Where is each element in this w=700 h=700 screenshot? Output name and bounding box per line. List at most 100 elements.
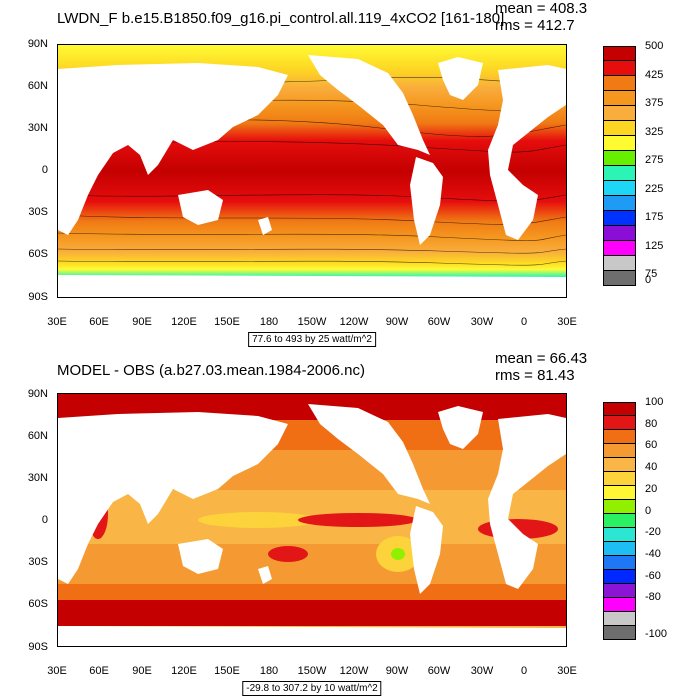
top-lon-tick: 60W — [427, 316, 451, 328]
bottom-map-field — [58, 394, 566, 646]
bottom-lon-tick: 90W — [385, 665, 409, 677]
bottom-map-rms: rms = 81.43 — [495, 367, 575, 384]
colorbar-swatch — [603, 61, 636, 76]
colorbar-label: 375 — [645, 97, 664, 109]
bottom-lat-tick: 0 — [41, 514, 48, 526]
colorbar-swatch — [603, 542, 636, 556]
top-lon-tick: 0 — [520, 316, 528, 328]
colorbar-label: -20 — [645, 526, 661, 539]
colorbar-label: 0 — [645, 274, 652, 286]
colorbar-label: -100 — [645, 628, 668, 640]
top-colorbar — [603, 46, 636, 286]
colorbar-label: -80 — [645, 591, 661, 604]
bottom-map-title: MODEL - OBS (a.b27.03.mean.1984-2006.nc) — [57, 362, 365, 379]
colorbar-label: -60 — [645, 569, 661, 582]
top-map-rms: rms = 412.7 — [495, 17, 575, 34]
colorbar-label: 60 — [645, 439, 658, 452]
top-lon-tick: 30W — [470, 316, 494, 328]
colorbar-swatch — [603, 556, 636, 570]
colorbar-swatch — [603, 151, 636, 166]
colorbar-swatch — [603, 91, 636, 106]
top-lat-tick: 30S — [28, 206, 48, 218]
bottom-map-panel: MODEL - OBS (a.b27.03.mean.1984-2006.nc)… — [0, 350, 700, 700]
colorbar-swatch — [603, 514, 636, 528]
colorbar-swatch — [603, 584, 636, 598]
colorbar-label: 275 — [645, 154, 664, 166]
colorbar-swatch — [603, 106, 636, 121]
colorbar-swatch — [603, 626, 636, 640]
top-range-note: 77.6 to 493 by 25 watt/m^2 — [248, 332, 376, 347]
colorbar-swatch — [603, 430, 636, 444]
bottom-lon-tick: 30E — [557, 665, 577, 677]
bottom-lat-tick: 30N — [27, 472, 48, 484]
bottom-lat-tick: 90S — [28, 641, 48, 653]
top-lon-tick: 30E — [47, 316, 67, 328]
colorbar-label: 175 — [645, 211, 664, 223]
colorbar-label: 125 — [645, 239, 664, 252]
bottom-lon-tick: 180 — [259, 665, 279, 677]
bottom-lat-tick: 60N — [27, 430, 48, 442]
top-lon-tick: 90E — [132, 316, 152, 328]
bottom-lon-tick: 120W — [339, 665, 369, 677]
bottom-lat-tick: 90N — [27, 388, 48, 400]
top-map-panel: LWDN_F b.e15.B1850.f09_g16.pi_control.al… — [27, 0, 664, 347]
top-lat-tick: 90N — [27, 38, 48, 50]
top-lat-tick: 90S — [28, 291, 48, 303]
bottom-colorbar — [603, 402, 636, 640]
colorbar-label: 225 — [645, 182, 664, 195]
colorbar-label: 425 — [645, 68, 664, 81]
colorbar-swatch — [603, 166, 636, 181]
colorbar-swatch — [603, 241, 636, 256]
colorbar-swatch — [603, 472, 636, 486]
bottom-lon-tick: 30E — [47, 665, 67, 677]
top-lon-tick: 180 — [259, 316, 279, 328]
top-lon-tick: 120W — [339, 316, 369, 328]
colorbar-swatch — [603, 444, 636, 458]
colorbar-label: 20 — [645, 482, 658, 495]
bottom-map-plot-area — [57, 393, 567, 647]
colorbar-swatch — [603, 211, 636, 226]
colorbar-swatch — [603, 136, 636, 151]
bottom-map-land — [58, 404, 566, 646]
bottom-lon-tick: 60E — [89, 665, 109, 677]
colorbar-label: 75 — [645, 268, 658, 280]
colorbar-swatch — [603, 402, 636, 416]
top-lon-tick: 150W — [297, 316, 327, 328]
bottom-lat-tick: 30S — [28, 556, 48, 568]
bottom-lon-tick: 150E — [214, 665, 240, 677]
colorbar-swatch — [603, 76, 636, 91]
top-lon-tick: 90W — [385, 316, 409, 328]
bottom-lon-tick: 0 — [520, 665, 528, 677]
top-map-title: LWDN_F b.e15.B1850.f09_g16.pi_control.al… — [57, 10, 505, 27]
colorbar-label: 0 — [645, 504, 652, 517]
top-lon-tick: 120E — [171, 316, 197, 328]
top-lon-tick: 60E — [89, 316, 109, 328]
top-lat-tick: 60S — [28, 248, 48, 260]
bottom-lon-tick: 30W — [470, 665, 494, 677]
colorbar-label: 80 — [645, 417, 658, 430]
colorbar-swatch — [603, 612, 636, 626]
top-lat-tick: 0 — [41, 164, 48, 176]
bottom-lat-tick: 60S — [28, 598, 48, 610]
colorbar-swatch — [603, 256, 636, 271]
colorbar-swatch — [603, 570, 636, 584]
top-lon-tick: 30E — [557, 316, 577, 328]
colorbar-swatch — [603, 271, 636, 286]
bottom-lon-tick: 60W — [427, 665, 451, 677]
top-map-field — [58, 45, 566, 297]
top-lon-tick: 150E — [214, 316, 240, 328]
bottom-lon-tick: 150W — [297, 665, 327, 677]
top-lat-tick: 60N — [27, 80, 48, 92]
colorbar-label: 40 — [645, 461, 658, 474]
bottom-range-note: -29.8 to 307.2 by 10 watt/m^2 — [242, 681, 382, 696]
top-lat-tick: 30N — [27, 122, 48, 134]
colorbar-swatch — [603, 598, 636, 612]
colorbar-swatch — [603, 416, 636, 430]
bottom-map-mean: mean = 66.43 — [495, 350, 588, 367]
top-map-land — [58, 55, 566, 297]
top-map-mean: mean = 408.3 — [495, 0, 588, 17]
colorbar-label: 500 — [645, 40, 664, 52]
top-map-plot-area — [57, 44, 567, 298]
colorbar-swatch — [603, 46, 636, 61]
colorbar-swatch — [603, 486, 636, 500]
